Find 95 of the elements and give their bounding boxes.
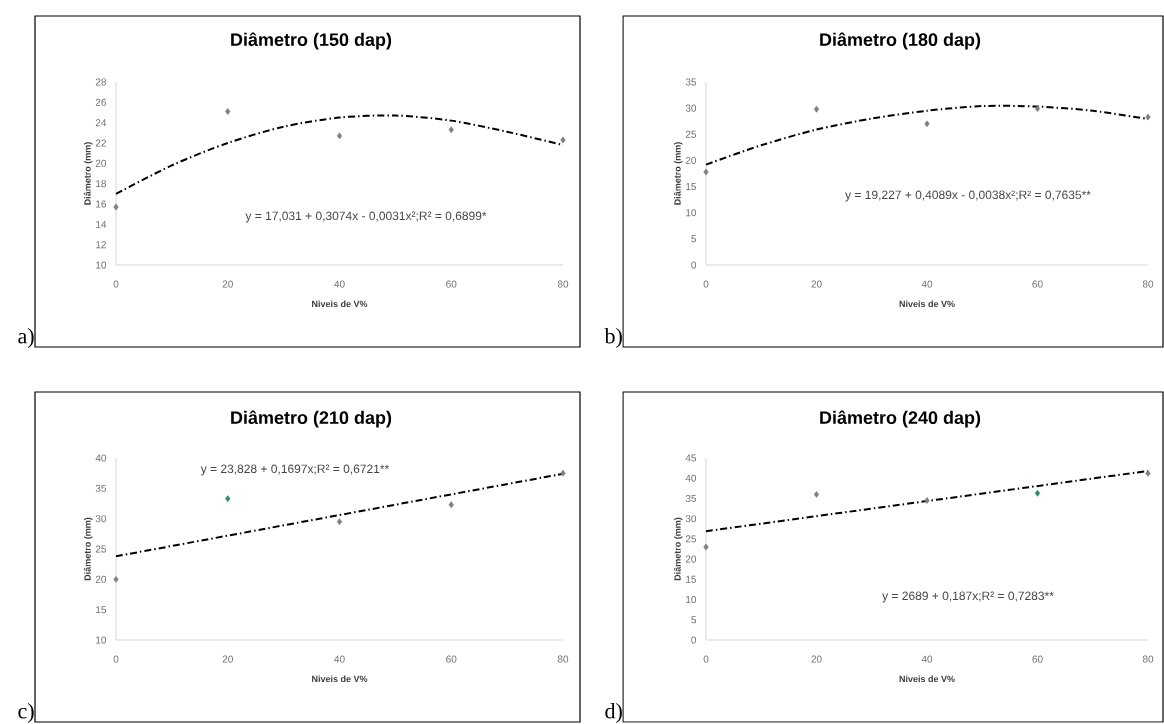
x-axis-title: Niveis de V% bbox=[899, 300, 955, 308]
y-tick-label: 26 bbox=[95, 98, 107, 106]
annotation: y = 17,031 + 0,3074x - 0,0031x²;R² = 0,6899* bbox=[245, 211, 487, 223]
point bbox=[113, 203, 119, 211]
point bbox=[336, 518, 343, 526]
annotation: y = 2689 + 0,187x;R² = 0,7283** bbox=[882, 591, 1054, 603]
point bbox=[113, 575, 119, 583]
point bbox=[225, 495, 231, 503]
y-tick-label: 45 bbox=[685, 454, 697, 462]
chart-title: Diâmetro (180 dap) bbox=[820, 32, 981, 50]
y-tick-label: 30 bbox=[685, 515, 697, 523]
x-tick-label: 60 bbox=[1032, 280, 1043, 288]
y-tick-label: 40 bbox=[685, 474, 697, 482]
x-tick-label: 20 bbox=[222, 280, 233, 288]
point bbox=[703, 168, 709, 176]
x-tick-label: 0 bbox=[703, 655, 709, 663]
x-tick-label: 20 bbox=[811, 655, 822, 663]
chart-title: Diâmetro (150 dap) bbox=[231, 32, 392, 50]
x-tick-label: 0 bbox=[113, 280, 119, 288]
point bbox=[813, 105, 820, 113]
x-tick-label: 60 bbox=[446, 655, 457, 663]
y-tick-label: 10 bbox=[686, 209, 697, 217]
y-tick-label: 20 bbox=[95, 159, 107, 167]
x-tick-label: 20 bbox=[811, 280, 822, 288]
y-tick-label: 22 bbox=[95, 139, 106, 147]
point bbox=[1145, 469, 1151, 477]
y-axis-title: Diâmetro (mm) bbox=[673, 517, 683, 581]
y-tick-label: 10 bbox=[686, 596, 697, 604]
y-tick-label: 30 bbox=[685, 104, 697, 112]
y-axis-title: Diâmetro (mm) bbox=[83, 517, 93, 581]
y-tick-label: 40 bbox=[95, 454, 107, 462]
y-tick-label: 16 bbox=[96, 200, 107, 208]
y-tick-label: 15 bbox=[686, 575, 697, 583]
y-tick-label: 15 bbox=[96, 606, 107, 614]
x-tick-label: 60 bbox=[1032, 655, 1043, 663]
y-tick-label: 35 bbox=[685, 494, 697, 502]
y-axis-title: Diâmetro (mm) bbox=[673, 142, 683, 205]
y-tick-label: 5 bbox=[691, 235, 697, 243]
text: c) bbox=[18, 703, 34, 723]
x-tick-label: 40 bbox=[334, 280, 345, 288]
point bbox=[1145, 113, 1151, 121]
annotation: y = 23,828 + 0,1697x;R² = 0,6721** bbox=[200, 464, 390, 476]
x-tick-label: 80 bbox=[1142, 655, 1154, 663]
point bbox=[813, 491, 820, 498]
x-axis-title: Niveis de V% bbox=[312, 675, 368, 683]
y-tick-label: 35 bbox=[95, 484, 107, 492]
y-tick-label: 10 bbox=[96, 636, 107, 644]
y-tick-label: 20 bbox=[95, 575, 107, 583]
point bbox=[560, 136, 566, 144]
point bbox=[336, 132, 343, 140]
y-tick-label: 30 bbox=[95, 515, 107, 523]
x-axis-title: Niveis de V% bbox=[899, 675, 955, 683]
point bbox=[448, 126, 454, 134]
chart-title: Diâmetro (240 dap) bbox=[820, 410, 981, 428]
x-tick-label: 0 bbox=[703, 280, 709, 288]
y-tick-label: 35 bbox=[685, 78, 697, 86]
point bbox=[448, 501, 454, 509]
y-tick-label: 25 bbox=[685, 130, 697, 138]
point bbox=[924, 497, 930, 504]
annotation: y = 19,227 + 0,4089x - 0,0038x²;R² = 0,7635** bbox=[845, 190, 1091, 202]
x-tick-label: 0 bbox=[113, 655, 119, 663]
y-tick-label: 0 bbox=[691, 261, 697, 269]
y-tick-label: 12 bbox=[96, 241, 106, 249]
y-tick-label: 0 bbox=[691, 636, 697, 644]
y-tick-label: 15 bbox=[686, 183, 697, 191]
y-tick-label: 25 bbox=[95, 545, 107, 553]
x-tick-label: 80 bbox=[1142, 280, 1154, 288]
point bbox=[924, 120, 930, 128]
x-tick-label: 40 bbox=[921, 655, 933, 663]
y-tick-label: 18 bbox=[96, 180, 107, 188]
x-tick-label: 20 bbox=[222, 655, 233, 663]
text: b) bbox=[604, 328, 622, 348]
x-tick-label: 80 bbox=[557, 280, 569, 288]
y-tick-label: 20 bbox=[685, 156, 697, 164]
y-axis-title: Diâmetro (mm) bbox=[83, 142, 93, 205]
text: d) bbox=[605, 703, 622, 723]
y-tick-label: 28 bbox=[95, 78, 107, 86]
y-tick-label: 14 bbox=[96, 220, 107, 228]
x-tick-label: 80 bbox=[557, 655, 569, 663]
point bbox=[560, 469, 566, 477]
y-tick-label: 24 bbox=[95, 119, 107, 127]
text: a) bbox=[18, 328, 34, 348]
y-tick-label: 20 bbox=[685, 555, 697, 563]
x-axis-title: Niveis de V% bbox=[312, 300, 368, 308]
point bbox=[1034, 489, 1041, 497]
x-tick-label: 40 bbox=[921, 280, 933, 288]
x-tick-label: 40 bbox=[334, 655, 345, 663]
y-tick-label: 25 bbox=[685, 535, 697, 543]
y-tick-label: 5 bbox=[691, 616, 697, 624]
y-tick-label: 10 bbox=[96, 261, 107, 269]
point bbox=[1034, 105, 1041, 113]
chart-title: Diâmetro (210 dap) bbox=[231, 410, 392, 428]
x-tick-label: 60 bbox=[446, 280, 457, 288]
point bbox=[703, 543, 709, 551]
point bbox=[225, 108, 231, 115]
